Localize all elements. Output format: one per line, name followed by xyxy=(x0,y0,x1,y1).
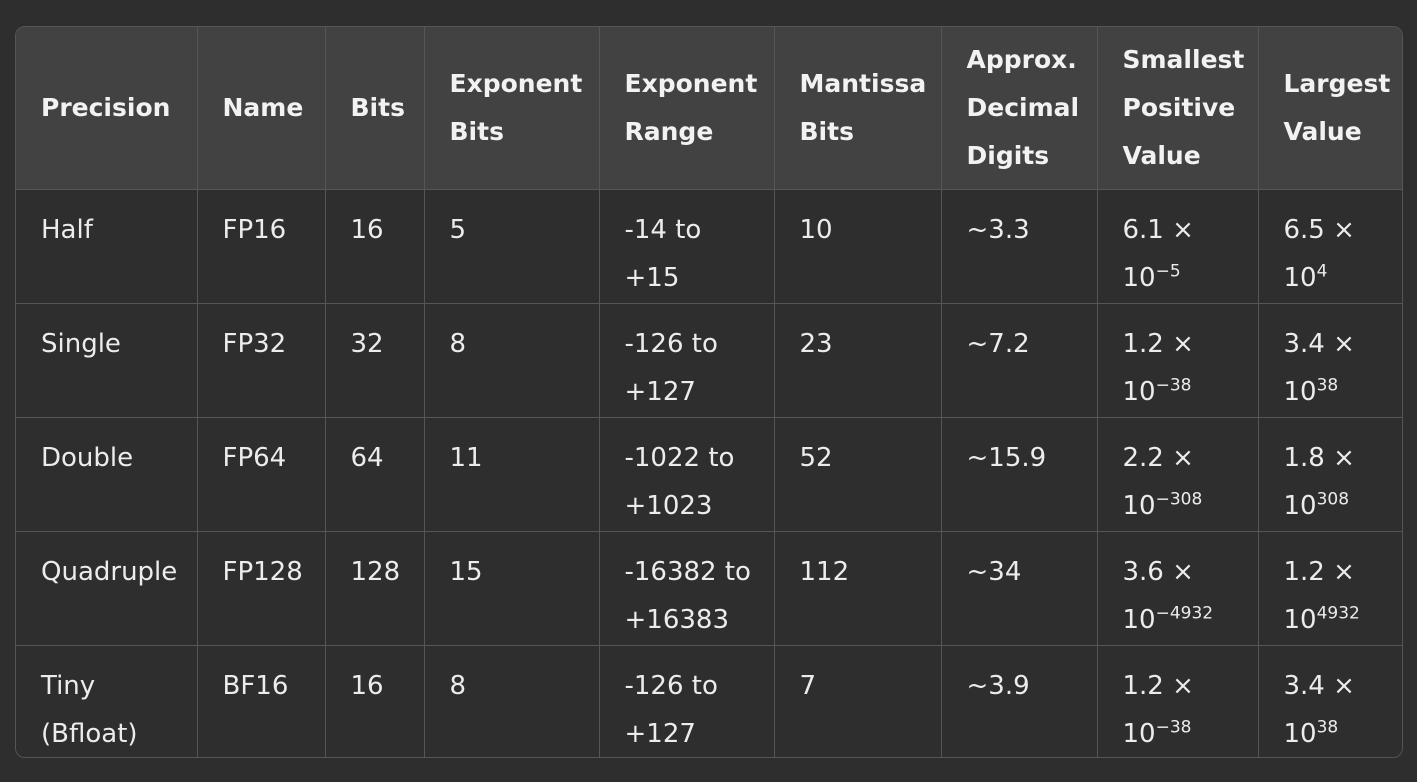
cell-exponent-bits: 5 xyxy=(424,189,600,304)
cell-bits: 128 xyxy=(325,531,425,646)
cell-decimal-digits: ~3.3 xyxy=(941,189,1098,304)
cell-smallest-value: 3.6 × 10−4932 xyxy=(1097,531,1259,646)
cell-decimal-digits: ~7.2 xyxy=(941,303,1098,418)
table-row: Half FP16 16 5 -14 to +15 10 ~3.3 6.1 × … xyxy=(16,189,1402,304)
table-row: Single FP32 32 8 -126 to +127 23 ~7.2 1.… xyxy=(16,303,1402,418)
cell-precision: Double xyxy=(16,417,198,532)
cell-precision: Quadruple xyxy=(16,531,198,646)
cell-name: FP64 xyxy=(197,417,326,532)
cell-precision: Half xyxy=(16,189,198,304)
cell-precision: Tiny (Bfloat) xyxy=(16,645,198,757)
column-header-smallest-value: Smallest Positive Value xyxy=(1097,27,1259,190)
table-row: Quadruple FP128 128 15 -16382 to +16383 … xyxy=(16,531,1402,646)
cell-name: FP32 xyxy=(197,303,326,418)
largest-mantissa: 1.8 × 10 xyxy=(1283,442,1355,521)
cell-bits: 16 xyxy=(325,189,425,304)
column-header-largest-value: Largest Value xyxy=(1258,27,1402,190)
cell-exponent-range: -14 to +15 xyxy=(599,189,775,304)
cell-mantissa-bits: 7 xyxy=(774,645,942,757)
cell-smallest-value: 2.2 × 10−308 xyxy=(1097,417,1259,532)
largest-exponent: 4 xyxy=(1316,260,1328,281)
cell-mantissa-bits: 52 xyxy=(774,417,942,532)
smallest-exponent: −308 xyxy=(1155,488,1203,509)
cell-decimal-digits: ~3.9 xyxy=(941,645,1098,757)
header-row: Precision Name Bits Exponent Bits Expone… xyxy=(16,27,1402,190)
smallest-exponent: −4932 xyxy=(1155,602,1214,623)
cell-smallest-value: 1.2 × 10−38 xyxy=(1097,303,1259,418)
largest-exponent: 38 xyxy=(1316,716,1339,737)
largest-mantissa: 1.2 × 10 xyxy=(1283,556,1355,635)
cell-exponent-bits: 11 xyxy=(424,417,600,532)
cell-exponent-bits: 8 xyxy=(424,645,600,757)
largest-exponent: 38 xyxy=(1316,374,1339,395)
cell-smallest-value: 1.2 × 10−38 xyxy=(1097,645,1259,757)
data-table: Precision Name Bits Exponent Bits Expone… xyxy=(16,27,1402,757)
cell-exponent-range: -16382 to +16383 xyxy=(599,531,775,646)
cell-exponent-bits: 15 xyxy=(424,531,600,646)
smallest-exponent: −38 xyxy=(1155,716,1192,737)
cell-largest-value: 3.4 × 1038 xyxy=(1258,303,1402,418)
cell-largest-value: 3.4 × 1038 xyxy=(1258,645,1402,757)
largest-mantissa: 3.4 × 10 xyxy=(1283,670,1355,749)
cell-mantissa-bits: 23 xyxy=(774,303,942,418)
cell-name: FP128 xyxy=(197,531,326,646)
smallest-mantissa: 2.2 × 10 xyxy=(1122,442,1194,521)
cell-precision: Single xyxy=(16,303,198,418)
table-header: Precision Name Bits Exponent Bits Expone… xyxy=(16,27,1402,190)
cell-exponent-bits: 8 xyxy=(424,303,600,418)
float-precision-table: Precision Name Bits Exponent Bits Expone… xyxy=(15,26,1403,758)
column-header-precision: Precision xyxy=(16,27,198,190)
cell-smallest-value: 6.1 × 10−5 xyxy=(1097,189,1259,304)
cell-bits: 32 xyxy=(325,303,425,418)
largest-mantissa: 6.5 × 10 xyxy=(1283,214,1355,293)
cell-mantissa-bits: 112 xyxy=(774,531,942,646)
column-header-decimal-digits: Approx. Decimal Digits xyxy=(941,27,1098,190)
largest-mantissa: 3.4 × 10 xyxy=(1283,328,1355,407)
column-header-mantissa-bits: Mantissa Bits xyxy=(774,27,942,190)
table-row: Double FP64 64 11 -1022 to +1023 52 ~15.… xyxy=(16,417,1402,532)
smallest-mantissa: 3.6 × 10 xyxy=(1122,556,1194,635)
cell-largest-value: 1.2 × 104932 xyxy=(1258,531,1402,646)
cell-decimal-digits: ~34 xyxy=(941,531,1098,646)
cell-largest-value: 1.8 × 10308 xyxy=(1258,417,1402,532)
smallest-exponent: −5 xyxy=(1155,260,1181,281)
smallest-mantissa: 1.2 × 10 xyxy=(1122,670,1194,749)
column-header-exponent-range: Exponent Range xyxy=(599,27,775,190)
largest-exponent: 4932 xyxy=(1316,602,1360,623)
table-row: Tiny (Bfloat) BF16 16 8 -126 to +127 7 ~… xyxy=(16,645,1402,757)
column-header-name: Name xyxy=(197,27,326,190)
cell-bits: 16 xyxy=(325,645,425,757)
column-header-bits: Bits xyxy=(325,27,425,190)
cell-exponent-range: -126 to +127 xyxy=(599,303,775,418)
cell-exponent-range: -126 to +127 xyxy=(599,645,775,757)
smallest-exponent: −38 xyxy=(1155,374,1192,395)
cell-exponent-range: -1022 to +1023 xyxy=(599,417,775,532)
table-body: Half FP16 16 5 -14 to +15 10 ~3.3 6.1 × … xyxy=(16,189,1402,757)
cell-name: FP16 xyxy=(197,189,326,304)
cell-decimal-digits: ~15.9 xyxy=(941,417,1098,532)
cell-bits: 64 xyxy=(325,417,425,532)
largest-exponent: 308 xyxy=(1316,488,1350,509)
cell-largest-value: 6.5 × 104 xyxy=(1258,189,1402,304)
cell-mantissa-bits: 10 xyxy=(774,189,942,304)
smallest-mantissa: 6.1 × 10 xyxy=(1122,214,1194,293)
column-header-exponent-bits: Exponent Bits xyxy=(424,27,600,190)
smallest-mantissa: 1.2 × 10 xyxy=(1122,328,1194,407)
cell-name: BF16 xyxy=(197,645,326,757)
